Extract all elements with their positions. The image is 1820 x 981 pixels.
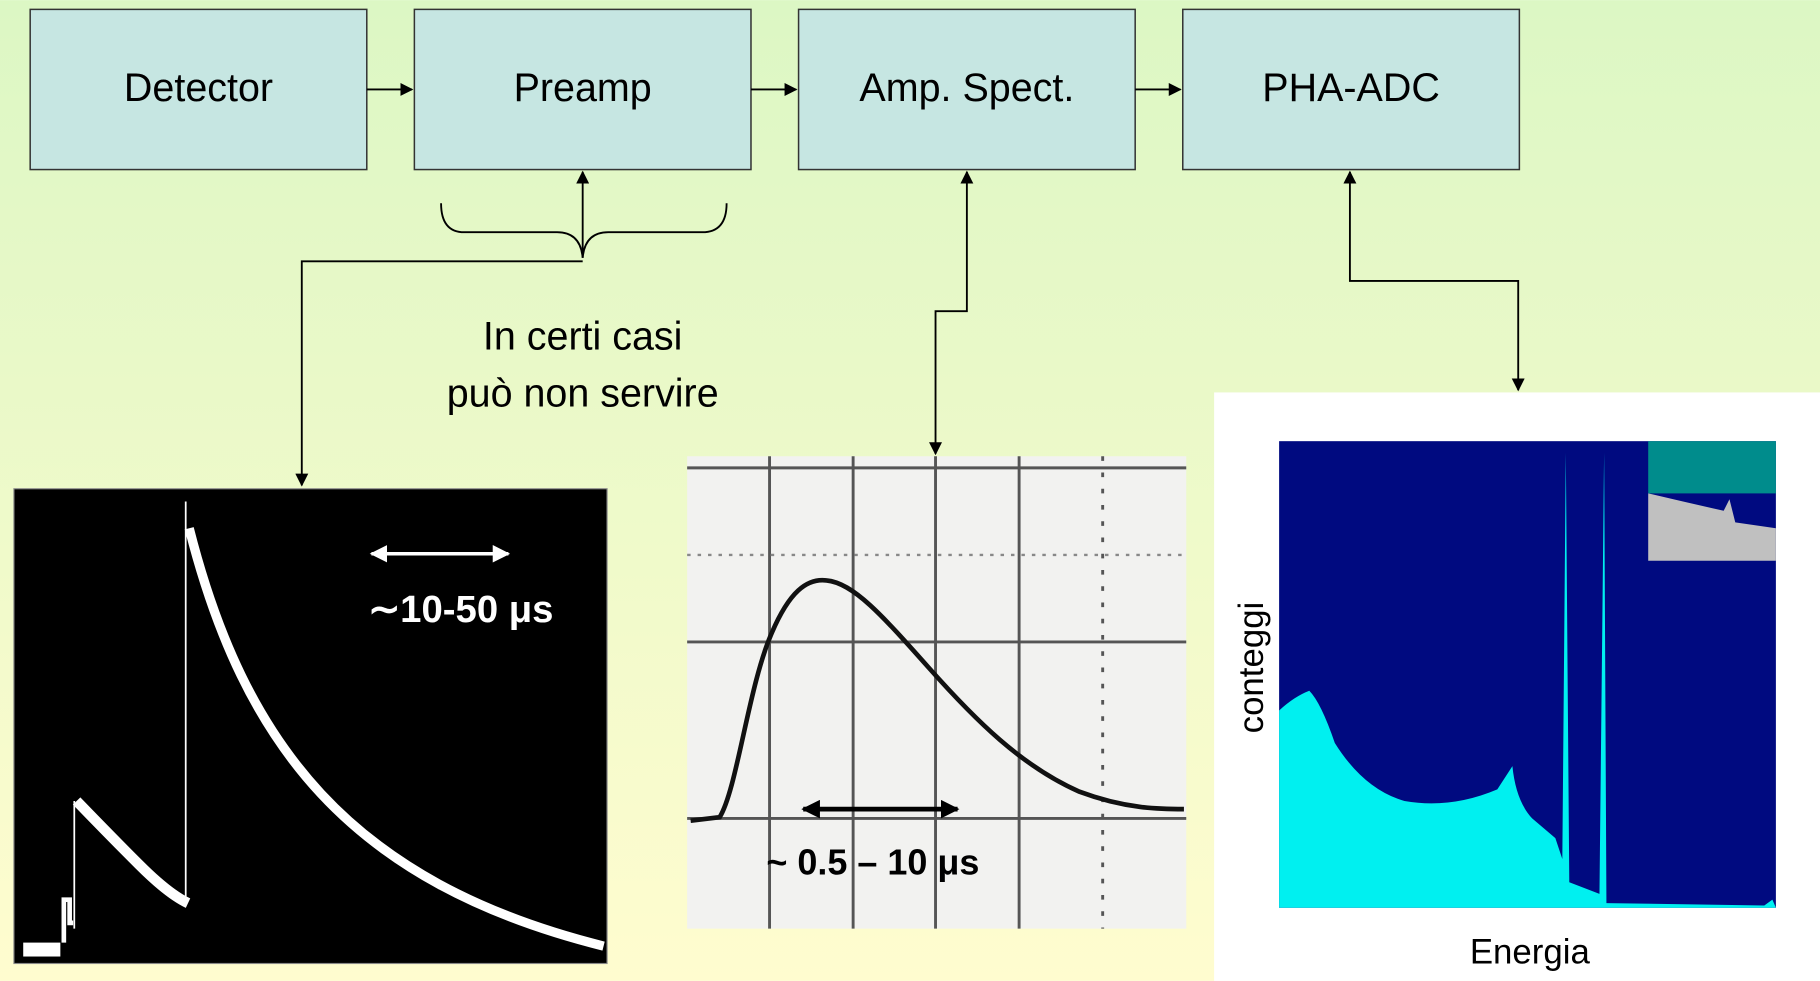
node-label: PHA-ADC	[1262, 66, 1440, 110]
shaper-scope: ~ 0.5 – 10 μs	[687, 456, 1186, 928]
node-label: Amp. Spect.	[859, 66, 1074, 110]
note-line: può non servire	[447, 371, 719, 415]
note-line: In certi casi	[483, 314, 683, 358]
preamp-scope: ∼10-50 μs	[14, 489, 607, 964]
spectrum-panel: conteggi Energia	[1214, 392, 1820, 980]
node-label: Detector	[124, 66, 273, 110]
node-label: Preamp	[514, 66, 652, 110]
time-label: ~ 0.5 – 10 μs	[766, 841, 979, 882]
axis-label: Energia	[1470, 932, 1591, 971]
time-label: ∼10-50 μs	[368, 588, 553, 631]
inset	[1648, 441, 1776, 493]
trace	[23, 943, 60, 957]
slide: Detector Preamp Amp. Spect. PHA-ADC In c…	[0, 0, 1820, 981]
axis-label: conteggi	[1232, 602, 1271, 734]
scope-screen	[14, 489, 607, 964]
